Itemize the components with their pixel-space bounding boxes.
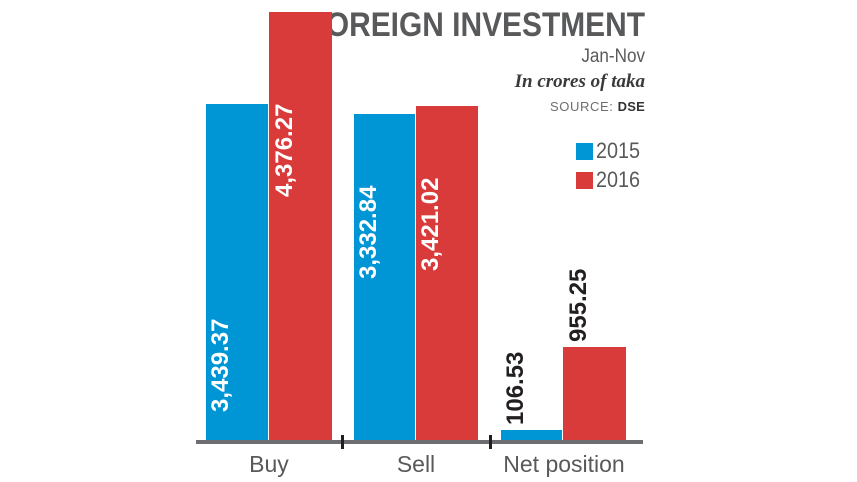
axis-baseline	[196, 440, 643, 444]
bar-buy-2016	[269, 12, 332, 441]
bar-netposition-2015	[501, 430, 562, 441]
legend-item-2015: 2015	[465, 140, 645, 162]
source-label: SOURCE:	[550, 99, 614, 115]
category-label-sell: Sell	[396, 451, 436, 477]
source-value: DSE	[617, 99, 645, 115]
legend-label-2015: 2015	[596, 138, 641, 163]
bar-sell-2016	[416, 106, 478, 441]
bar-sell-2015	[354, 114, 415, 441]
axis-tick-buy-sell	[341, 435, 344, 449]
bar-label-sell-2016: 3,421.02	[417, 177, 444, 271]
bar-label-sell-2015: 3,332.84	[355, 185, 382, 279]
page-title: FOREIGN INVESTMENT	[307, 6, 645, 44]
bar-label-netposition-2015: 106.53	[502, 351, 529, 425]
legend-item-2016: 2016	[465, 169, 645, 191]
bar-buy-2015	[206, 104, 268, 441]
category-label-net-position: Net position	[503, 451, 625, 477]
chart-source: SOURCE: DSE	[245, 99, 645, 116]
bar-label-netposition-2016: 955.25	[565, 268, 592, 342]
chart-period-subtitle: Jan-Nov	[581, 45, 645, 67]
plot-area: 3,439.37 4,376.27 3,332.84 3,421.02 106.…	[196, 0, 646, 482]
bar-netposition-2016	[563, 347, 626, 441]
chart-legend: 2015 2016	[465, 140, 645, 198]
legend-swatch-2015	[576, 142, 594, 160]
chart-header: FOREIGN INVESTMENT Jan-Nov In crores of …	[245, 6, 645, 116]
legend-label-2016: 2016	[596, 167, 641, 192]
bar-label-buy-2015: 3,439.37	[207, 318, 234, 412]
chart-units-label: In crores of taka	[514, 71, 645, 93]
bar-label-buy-2016: 4,376.27	[271, 103, 298, 197]
category-label-buy: Buy	[249, 451, 289, 477]
axis-tick-sell-net	[489, 435, 492, 449]
legend-swatch-2016	[576, 171, 594, 189]
